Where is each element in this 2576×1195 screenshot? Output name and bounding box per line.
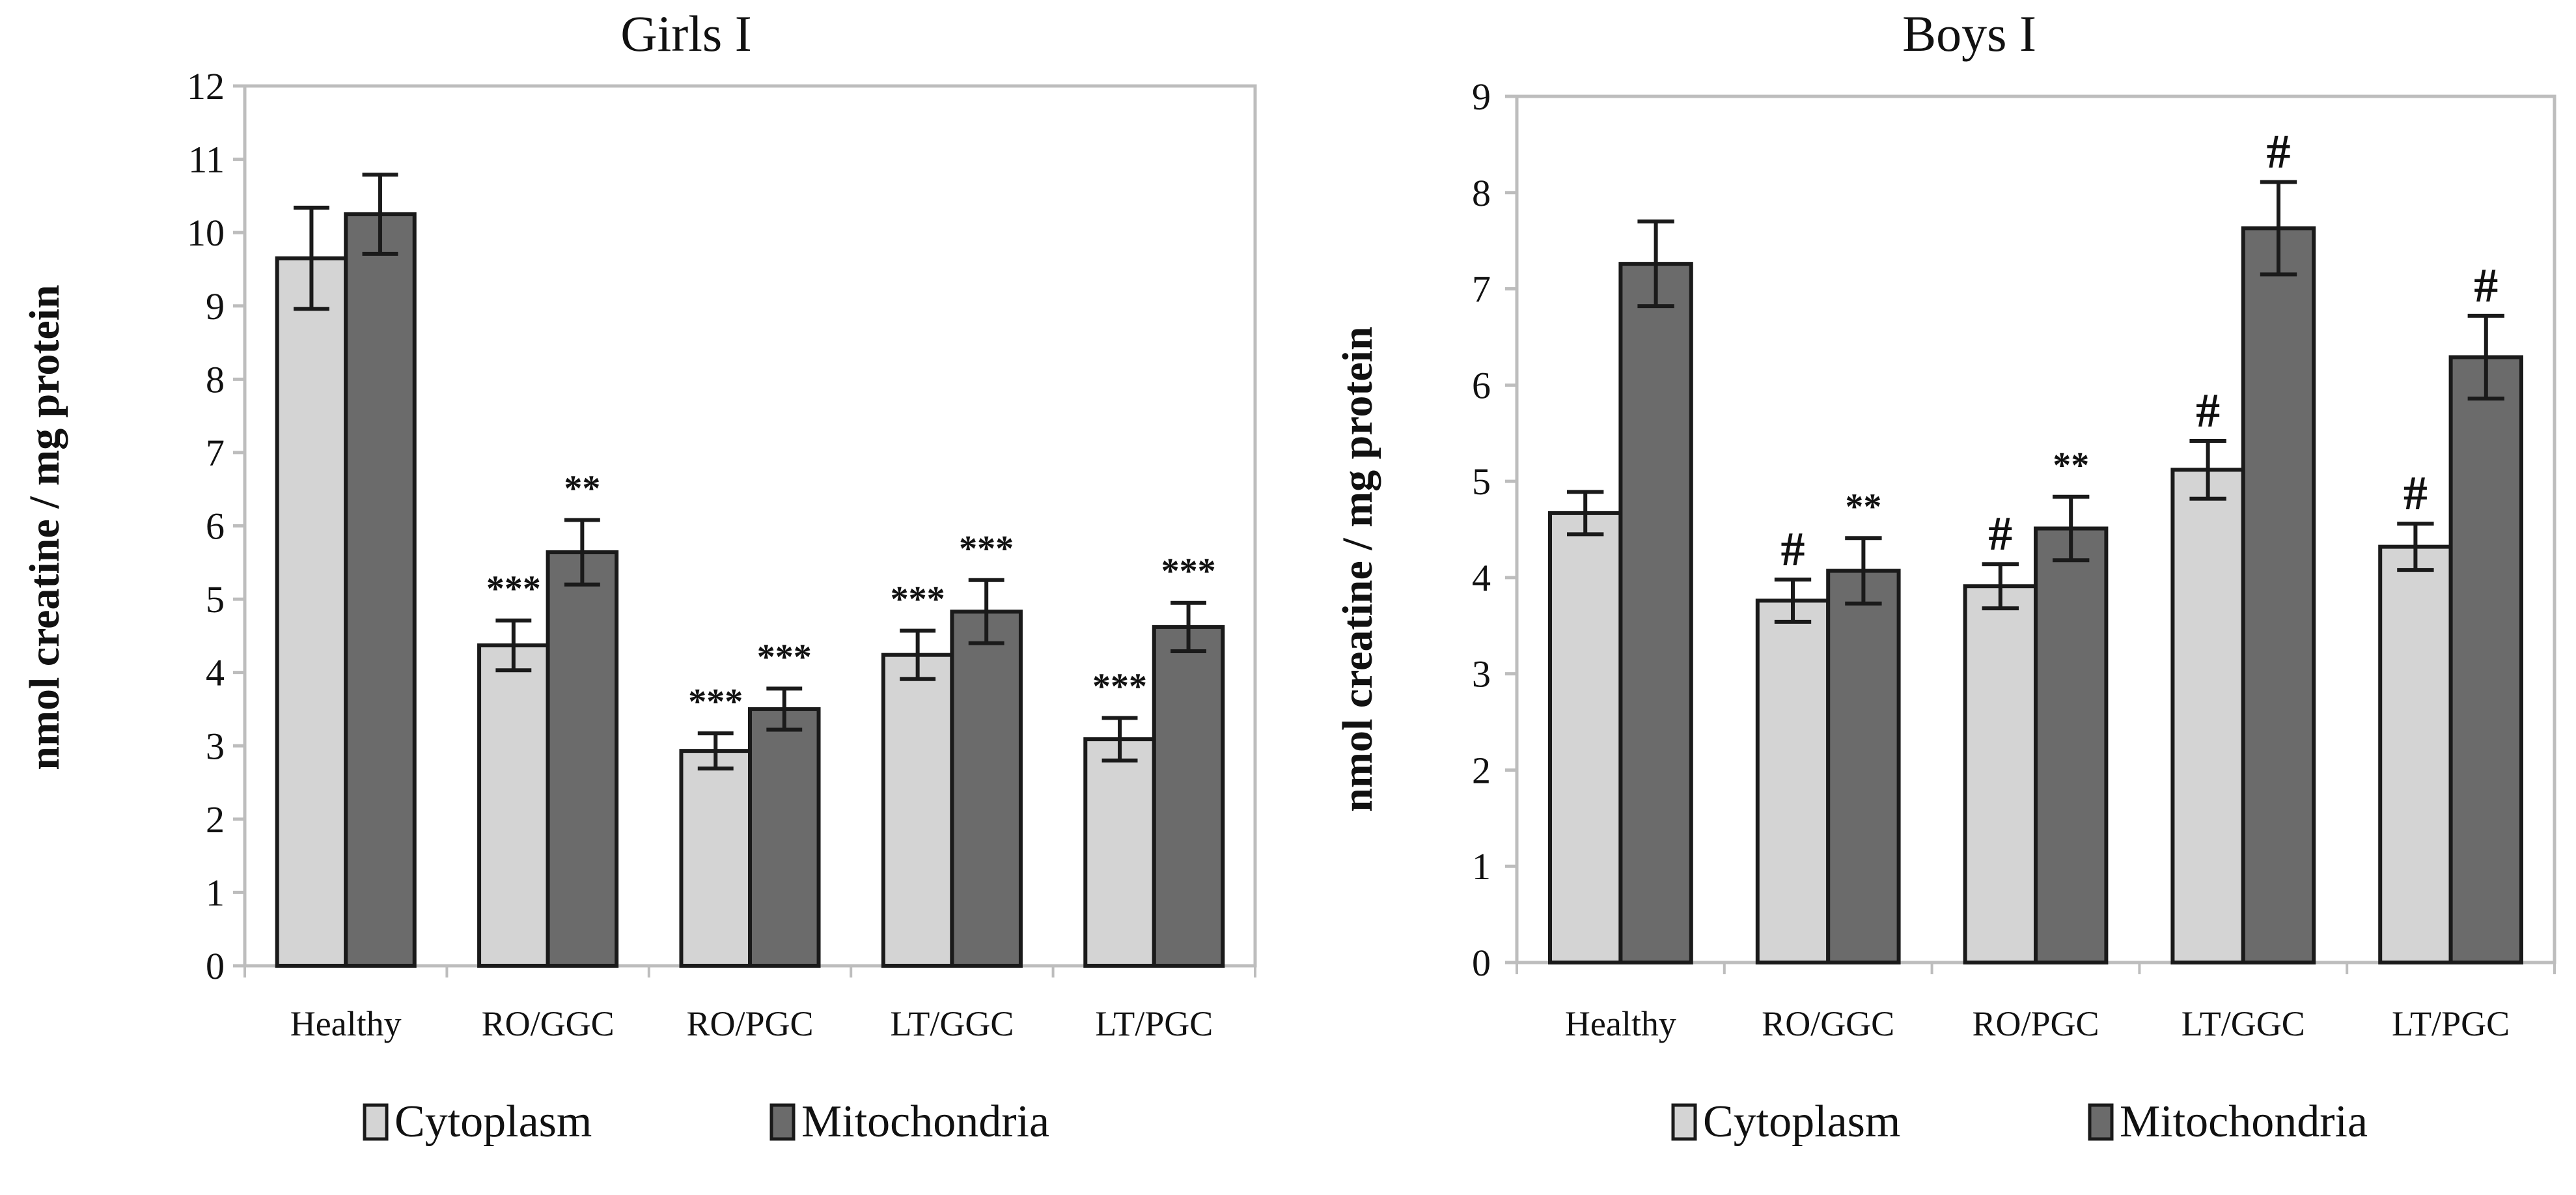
y-tick-label: 7 xyxy=(206,432,225,474)
legend-label: Cytoplasm xyxy=(1703,1097,1900,1147)
y-tick-label: 6 xyxy=(206,505,225,548)
x-tick-label: LT/PGC xyxy=(2392,1004,2510,1043)
y-tick-label: 9 xyxy=(1472,76,1491,118)
legend-label: Cytoplasm xyxy=(395,1097,592,1147)
legend-swatch-mitochondria xyxy=(769,1103,796,1141)
x-tick-label: LT/GGC xyxy=(2181,1004,2305,1043)
chart-title: Girls I xyxy=(620,5,751,62)
bar-mitochondria xyxy=(748,707,821,968)
y-tick-label: 8 xyxy=(1472,172,1491,214)
bar-cytoplasm xyxy=(1963,584,2038,964)
legend-label: Mitochondria xyxy=(2120,1097,2368,1147)
y-tick-label: 8 xyxy=(206,358,225,401)
y-tick-label: 2 xyxy=(206,798,225,841)
chart-boys: Boys I nmol creatine / mg protein 0 1 2 3 4 5 6 7… xyxy=(1334,5,2556,1147)
bar-cytoplasm xyxy=(2378,544,2453,964)
bar-cytoplasm xyxy=(679,749,752,968)
x-tick-label: RO/PGC xyxy=(1972,1004,2099,1043)
legend-label: Mitochondria xyxy=(801,1097,1049,1147)
significance-marker: *** xyxy=(1161,552,1216,592)
y-axis-label: nmol creatine / mg protein xyxy=(1334,326,1381,811)
y-tick-label: 0 xyxy=(1472,942,1491,984)
bar-mitochondria xyxy=(2448,355,2523,964)
y-tick-label: 11 xyxy=(188,139,225,181)
significance-marker: *** xyxy=(486,569,541,610)
significance-marker: ** xyxy=(1845,486,1881,527)
y-tick-label: 0 xyxy=(206,945,225,987)
significance-marker: # xyxy=(2403,467,2428,520)
y-axis-label: nmol creatine / mg protein xyxy=(21,285,68,770)
y-tick-label: 6 xyxy=(1472,364,1491,406)
y-tick-label: 2 xyxy=(1472,749,1491,791)
significance-marker: *** xyxy=(688,682,743,722)
bar-cytoplasm xyxy=(1548,511,1623,964)
legend-swatch-mitochondria xyxy=(2088,1103,2114,1141)
bar-cytoplasm xyxy=(881,653,954,968)
y-tick-label: 5 xyxy=(206,578,225,621)
y-tick-label: 1 xyxy=(1472,845,1491,888)
bar-mitochondria xyxy=(1618,262,1693,965)
chart-title: Boys I xyxy=(1902,5,2036,62)
bar-mitochondria xyxy=(546,550,619,968)
bar-cytoplasm xyxy=(477,643,550,968)
y-tick-label: 1 xyxy=(206,871,225,914)
y-tick-label: 4 xyxy=(206,652,225,694)
significance-marker: *** xyxy=(891,579,945,619)
significance-marker: *** xyxy=(757,637,812,677)
y-tick-label: 3 xyxy=(206,725,225,767)
x-tick-label: Healthy xyxy=(1565,1004,1676,1043)
significance-marker: # xyxy=(2474,259,2498,313)
significance-marker: *** xyxy=(1092,666,1147,707)
bar-cytoplasm xyxy=(1755,598,1831,964)
bar-mitochondria xyxy=(2034,526,2109,964)
significance-marker: # xyxy=(1988,507,2012,561)
y-tick-label: 3 xyxy=(1472,653,1491,696)
bar-mitochondria xyxy=(1152,625,1225,968)
significance-marker: # xyxy=(2196,384,2220,438)
bar-cytoplasm xyxy=(1083,737,1156,968)
x-tick-label: Healthy xyxy=(290,1004,402,1043)
y-tick-label: 4 xyxy=(1472,557,1491,599)
y-tick-label: 9 xyxy=(206,285,225,328)
legend-swatch-cytoplasm xyxy=(363,1103,389,1141)
x-tick-label: RO/GGC xyxy=(1762,1004,1894,1043)
bar-mitochondria xyxy=(2241,226,2316,964)
y-tick-label: 12 xyxy=(187,65,225,107)
legend-swatch-cytoplasm xyxy=(1671,1103,1697,1141)
x-tick-label: RO/PGC xyxy=(686,1004,813,1043)
y-tick-label: 10 xyxy=(187,212,225,254)
significance-marker: *** xyxy=(959,529,1014,569)
significance-marker: # xyxy=(1781,523,1805,576)
x-tick-label: LT/PGC xyxy=(1095,1004,1213,1043)
bar-cytoplasm xyxy=(275,256,348,968)
y-tick-label: 5 xyxy=(1472,460,1491,503)
bar-mitochondria xyxy=(950,610,1023,968)
bar-mitochondria xyxy=(344,212,417,968)
bar-mitochondria xyxy=(1826,569,1901,964)
x-tick-label: LT/GGC xyxy=(890,1004,1014,1043)
significance-marker: # xyxy=(2266,126,2290,179)
significance-marker: ** xyxy=(564,468,600,509)
x-tick-label: RO/GGC xyxy=(482,1004,615,1043)
significance-marker: ** xyxy=(2053,445,2089,486)
bar-cytoplasm xyxy=(2170,468,2245,964)
y-tick-label: 7 xyxy=(1472,268,1491,311)
